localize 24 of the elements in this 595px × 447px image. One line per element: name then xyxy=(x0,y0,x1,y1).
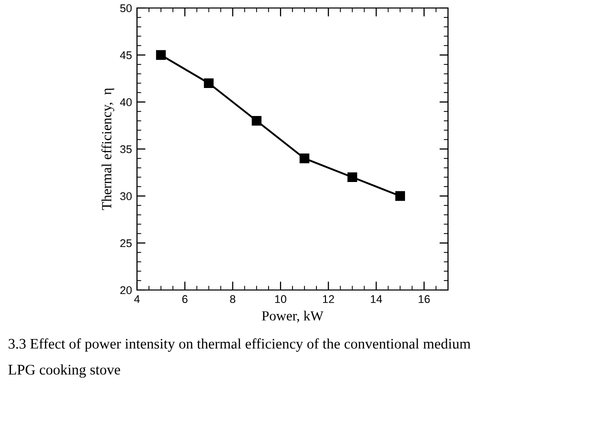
text: LPG cooking stove xyxy=(8,364,120,378)
y-tick-label: 30 xyxy=(120,192,132,200)
x-tick-label: 6 xyxy=(182,295,188,304)
point xyxy=(347,172,358,182)
x-tick-label: 4 xyxy=(134,295,140,303)
y-tick-label: 20 xyxy=(120,286,132,294)
point xyxy=(395,191,406,201)
x-tick-label: 10 xyxy=(275,295,286,304)
x-tick-label: 12 xyxy=(323,295,334,303)
x-tick-label: 14 xyxy=(370,295,382,303)
point xyxy=(156,50,166,60)
point xyxy=(252,116,262,126)
y-axis-title: Thermal efficiency, η xyxy=(101,88,114,210)
x-tick-label: 16 xyxy=(418,295,430,304)
point xyxy=(300,154,310,164)
y-tick-label: 35 xyxy=(120,145,132,154)
y-tick-label: 25 xyxy=(120,239,132,248)
y-tick-label: 40 xyxy=(120,98,132,106)
point xyxy=(204,78,214,88)
x-tick-label: 8 xyxy=(230,295,236,304)
text: 3.3 Effect of power intensity on thermal efficiency of the conventional medium xyxy=(8,338,471,352)
x-axis-title: Power, kW xyxy=(262,310,324,323)
y-tick-label: 45 xyxy=(120,51,132,60)
y-tick-label: 50 xyxy=(120,4,132,12)
